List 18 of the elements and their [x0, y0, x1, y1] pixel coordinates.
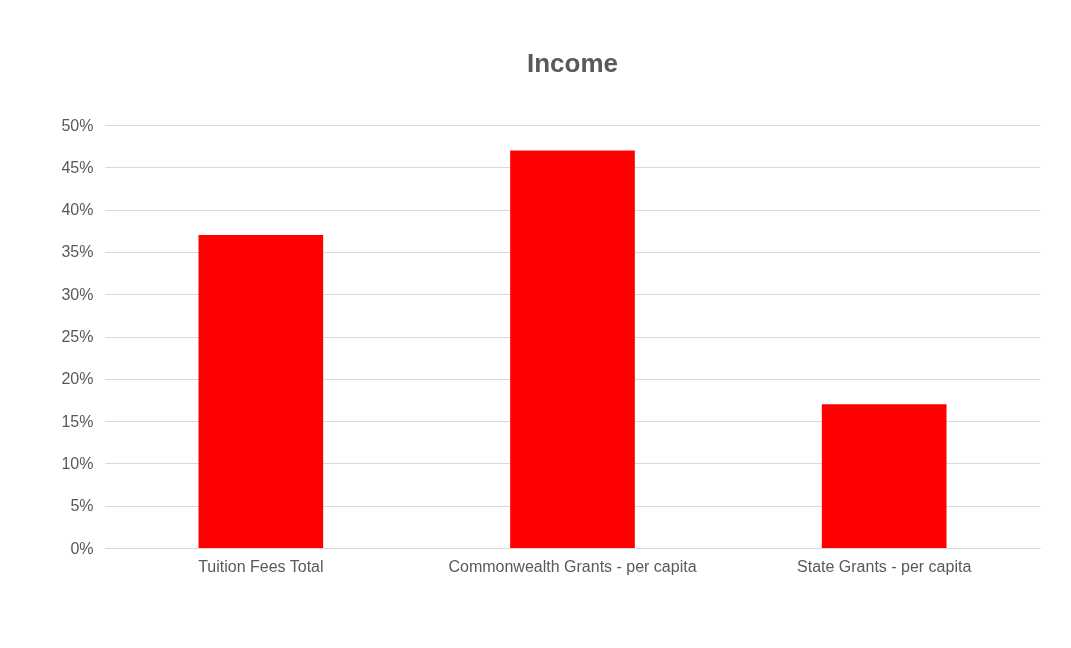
- bar: [821, 404, 947, 548]
- bar: [198, 234, 324, 548]
- y-tick-label: 25%: [61, 328, 94, 345]
- y-tick-label: 5%: [70, 497, 94, 515]
- bar: [510, 150, 635, 548]
- y-tick-label: 40%: [61, 201, 94, 219]
- y-tick-label: 0%: [70, 539, 94, 557]
- y-tick-label: 20%: [61, 370, 94, 388]
- x-tick-label: Commonwealth Grants - per capita: [448, 557, 697, 575]
- y-tick-label: 15%: [61, 412, 94, 430]
- y-tick-label: 50%: [61, 116, 94, 134]
- y-tick-label: 35%: [61, 243, 94, 261]
- y-tick-label: 10%: [61, 454, 94, 472]
- x-tick-label: State Grants - per capita: [797, 557, 972, 575]
- x-tick-label: Tuition Fees Total: [198, 557, 324, 575]
- y-tick-label: 45%: [61, 158, 94, 176]
- chart-title: Income: [526, 48, 619, 78]
- y-tick-label: 30%: [61, 285, 94, 303]
